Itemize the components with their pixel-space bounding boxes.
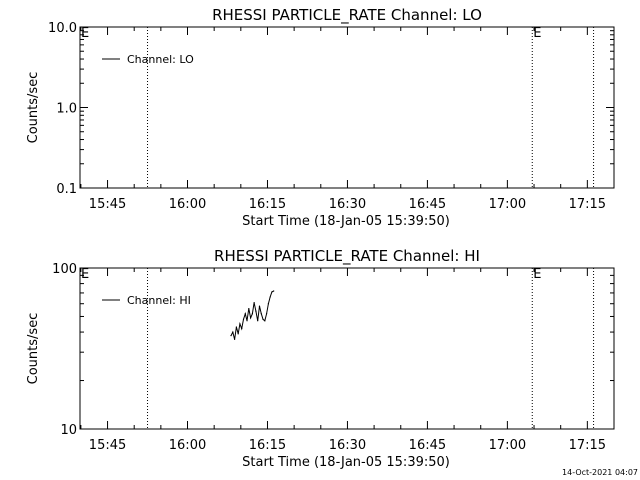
event-label: E: [81, 26, 89, 41]
event-label: E: [533, 267, 541, 282]
data-point: [244, 313, 246, 315]
data-point: [257, 320, 259, 322]
x-tick-label: 16:30: [329, 197, 366, 212]
data-point: [248, 307, 250, 310]
data-point: [249, 317, 252, 319]
y-tick-label: 100: [52, 262, 77, 277]
series-line: [230, 290, 274, 340]
y-axis-label: Counts/sec: [26, 72, 41, 144]
data-point: [269, 296, 271, 298]
y-axis-label: Counts/sec: [26, 313, 41, 385]
data-point: [265, 313, 268, 315]
x-tick-label: 16:45: [409, 438, 446, 453]
event-label: E: [81, 267, 89, 282]
x-tick-label: 16:30: [329, 438, 366, 453]
footer-timestamp: 14-Oct-2021 04:07: [562, 468, 638, 477]
plot-frame: [79, 267, 615, 430]
data-point: [237, 333, 239, 335]
x-axis-label: Start Time (18-Jan-05 15:39:50): [242, 455, 450, 470]
legend-label: Channel: HI: [127, 294, 191, 307]
y-tick-label: 10: [60, 423, 77, 438]
y-tick-label: 10.0: [48, 21, 77, 36]
data-point: [264, 320, 266, 322]
x-tick-label: 16:00: [169, 438, 206, 453]
data-point: [234, 338, 236, 341]
x-tick-label: 16:45: [409, 197, 446, 212]
data-point: [230, 335, 232, 337]
x-tick-label: 15:45: [89, 438, 126, 453]
data-point: [232, 331, 234, 333]
x-tick-label: 17:00: [489, 197, 526, 212]
x-tick-label: 16:15: [249, 438, 286, 453]
data-point: [262, 318, 264, 320]
plot-frame: [79, 26, 615, 189]
x-tick-label: 17:15: [569, 197, 606, 212]
data-point: [242, 318, 245, 320]
chart-title: RHESSI PARTICLE_RATE Channel: LO: [212, 6, 482, 25]
x-tick-label: 16:15: [249, 197, 286, 212]
data-point: [258, 305, 261, 307]
data-point: [255, 310, 257, 312]
data-point: [253, 301, 255, 304]
data-point: [251, 313, 253, 315]
x-axis-label: Start Time (18-Jan-05 15:39:50): [242, 214, 450, 229]
y-tick-label: 1.0: [56, 102, 77, 117]
data-point: [267, 303, 269, 305]
x-tick-label: 15:45: [89, 197, 126, 212]
legend-label: Channel: LO: [127, 53, 194, 66]
data-point: [271, 291, 273, 293]
y-tick-label: 0.1: [56, 182, 77, 197]
data-point: [273, 290, 275, 292]
x-tick-label: 17:00: [489, 438, 526, 453]
chart-title: RHESSI PARTICLE_RATE Channel: HI: [214, 247, 480, 266]
data-point: [235, 326, 237, 328]
data-point: [260, 313, 262, 315]
event-label: E: [533, 26, 541, 41]
x-tick-label: 16:00: [169, 197, 206, 212]
data-point: [239, 323, 241, 325]
data-point: [241, 328, 243, 330]
x-tick-label: 17:15: [569, 438, 606, 453]
data-point: [246, 320, 248, 322]
